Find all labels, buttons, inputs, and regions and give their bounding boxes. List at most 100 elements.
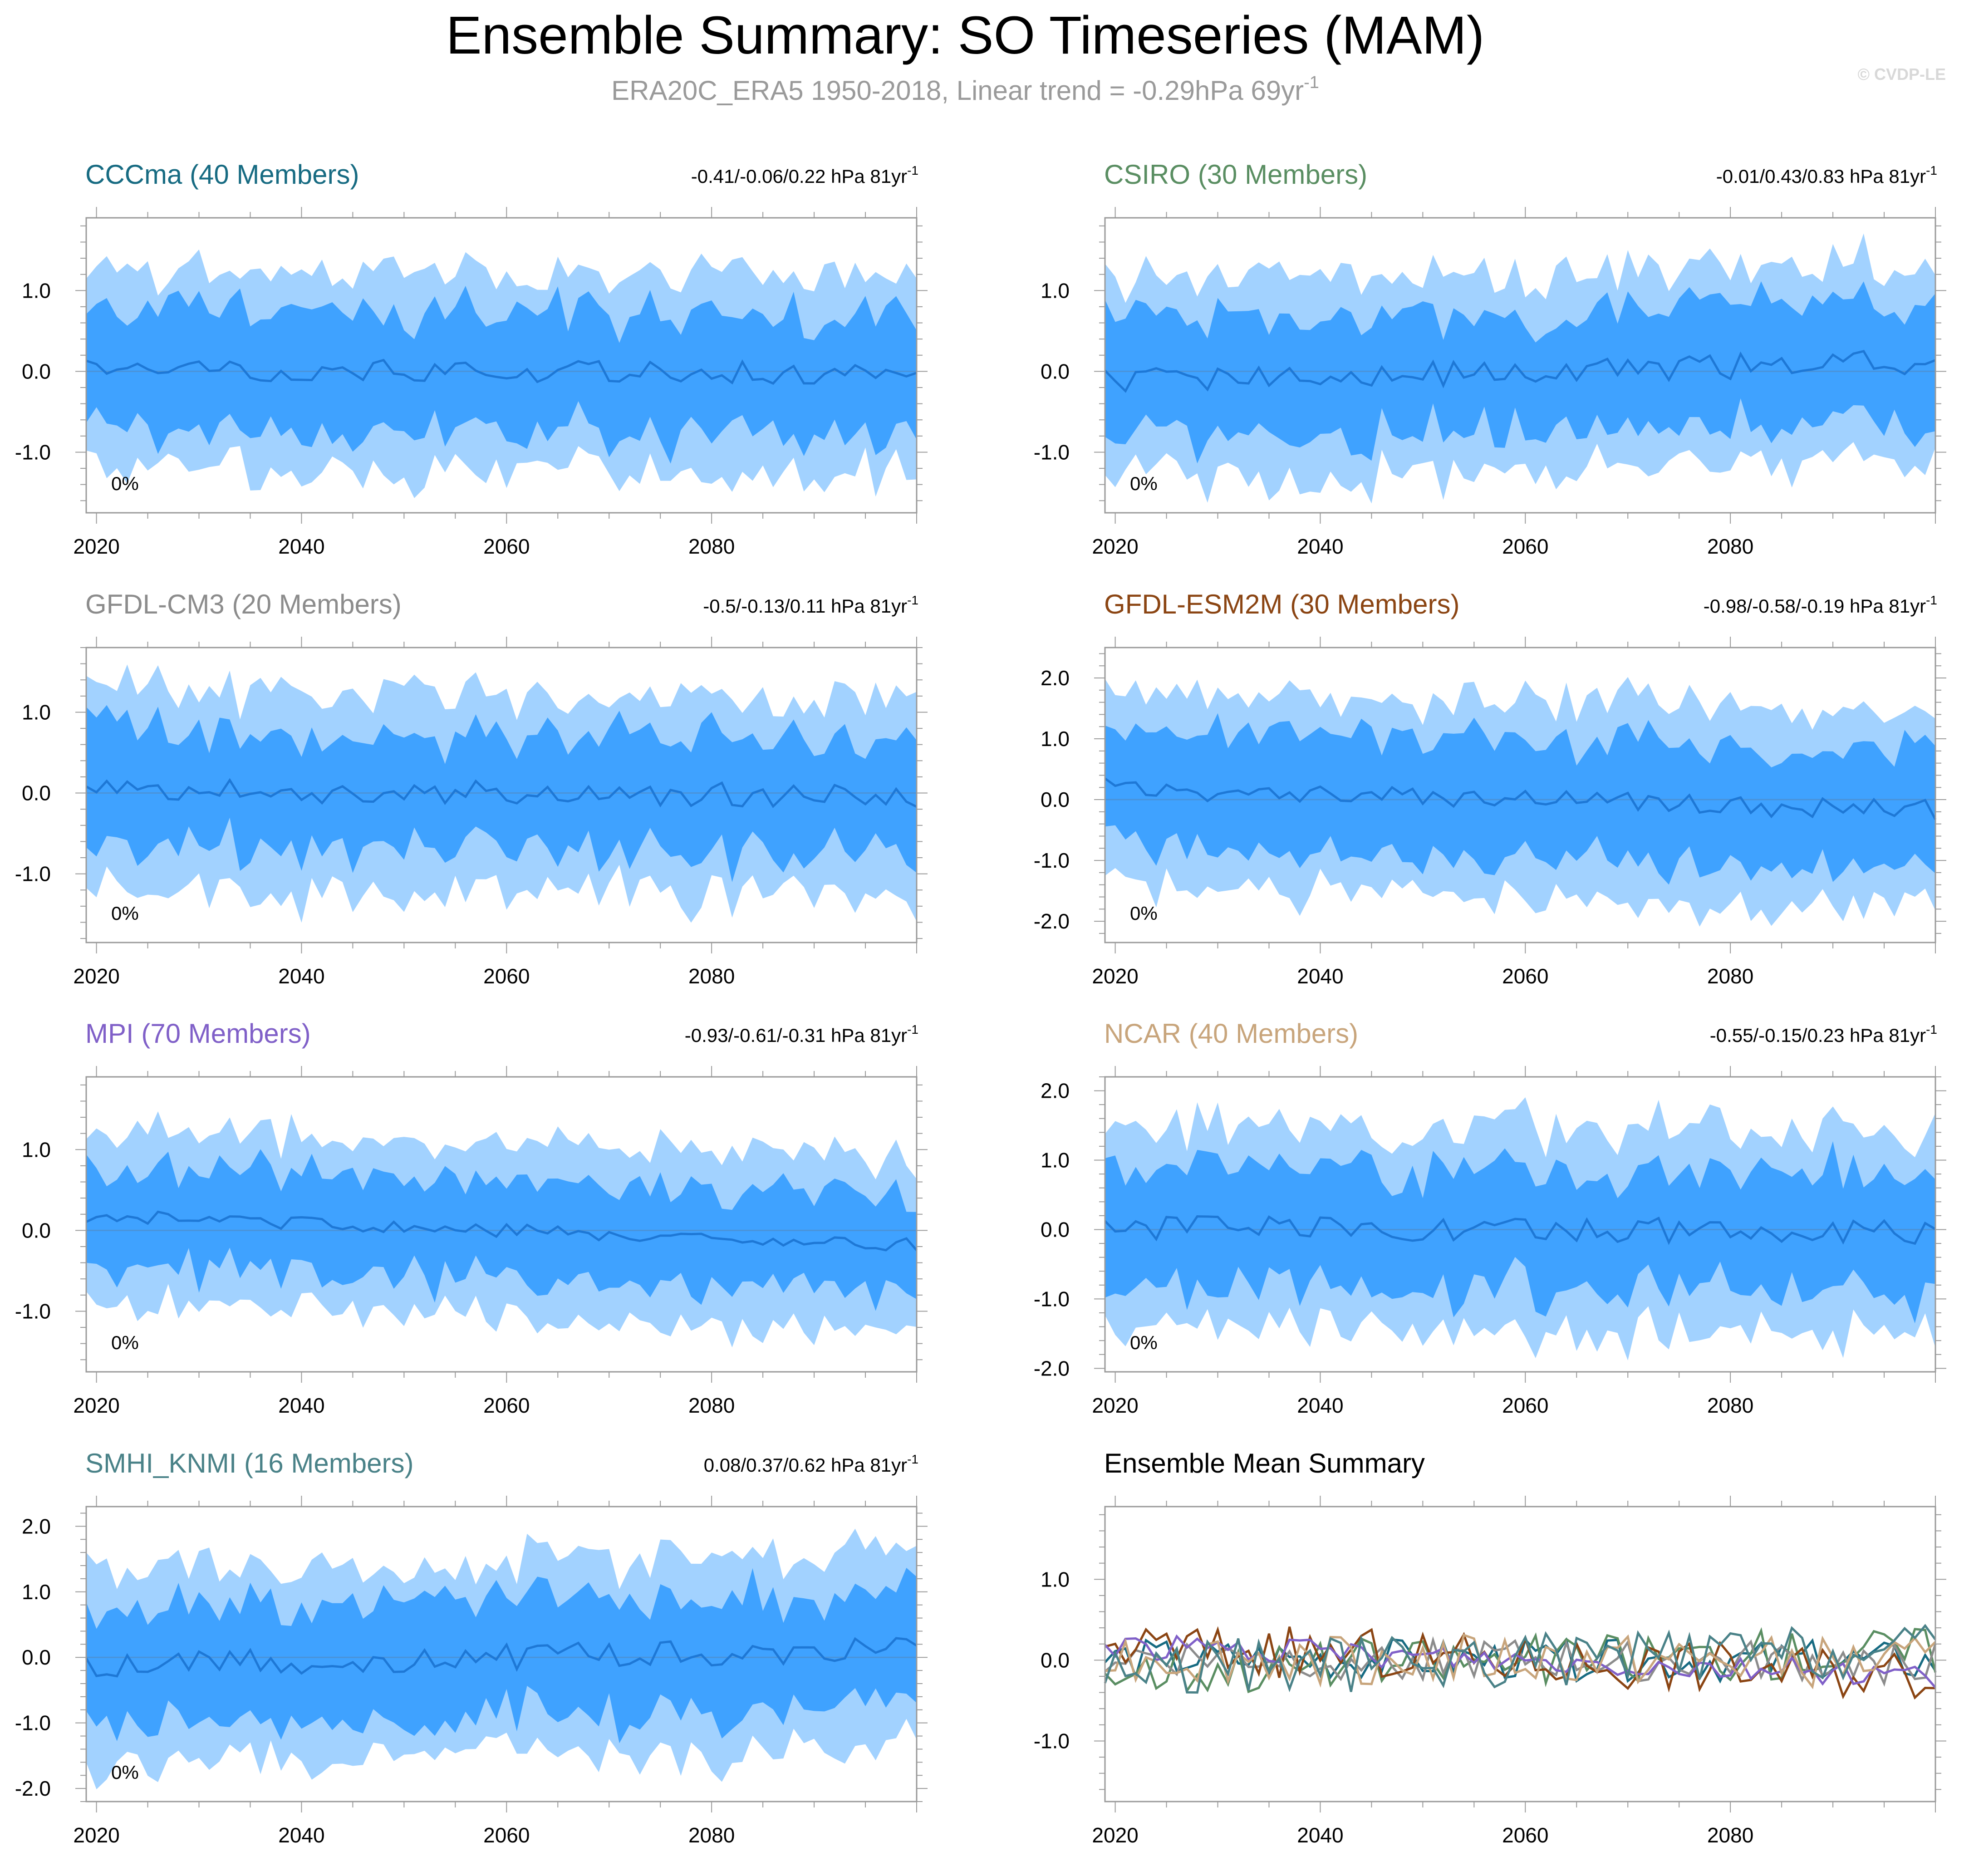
x-tick-label: 2020 xyxy=(73,1823,119,1847)
panel-csiro: CSIRO (30 Members) -0.01/0.43/0.83 hPa 81… xyxy=(1034,159,1946,558)
x-tick-label: 2060 xyxy=(1502,535,1548,558)
trend-label: -0.01/0.43/0.83 hPa 81yr-1 xyxy=(1716,163,1937,187)
x-tick-label: 2040 xyxy=(1297,1394,1343,1417)
panel-title: Ensemble Mean Summary xyxy=(1104,1448,1425,1478)
plot-frame xyxy=(1104,1076,1936,1373)
trend-label: 0.08/0.37/0.62 hPa 81yr-1 xyxy=(704,1452,918,1476)
panel-title: SMHI_KNMI (16 Members) xyxy=(85,1448,413,1478)
panel-title: NCAR (40 Members) xyxy=(1104,1018,1358,1049)
series-line-gfdl-esm2m xyxy=(1105,1626,1936,1700)
x-tick-label: 2020 xyxy=(1092,1394,1138,1417)
trend-label: -0.41/-0.06/0.22 hPa 81yr-1 xyxy=(691,163,918,187)
x-tick-label: 2040 xyxy=(1297,964,1343,988)
y-tick-label: 0.0 xyxy=(1041,1218,1070,1241)
percent-label: 0% xyxy=(1130,473,1158,494)
plot-frame xyxy=(1104,1506,1936,1802)
x-tick-label: 2060 xyxy=(1502,964,1548,988)
x-tick-label: 2020 xyxy=(73,535,119,558)
x-tick-label: 2020 xyxy=(73,1394,119,1417)
y-tick-label: -1.0 xyxy=(1034,1287,1070,1311)
series-line-mpi xyxy=(1104,1634,1936,1689)
inner-range-band xyxy=(86,1567,917,1743)
plot-frame xyxy=(85,647,918,943)
figure-title: Ensemble Summary: SO Timeseries (MAM) xyxy=(446,5,1484,65)
y-tick-label: 0.0 xyxy=(22,359,51,383)
series-line-smhi_knmi xyxy=(1104,1624,1937,1694)
x-tick-label: 2080 xyxy=(688,1394,735,1417)
percent-label: 0% xyxy=(111,473,139,494)
x-tick-label: 2060 xyxy=(483,1394,530,1417)
panel-ensemble: Ensemble Mean Summary 1.0 0.0 -1.0 2020 2040 2… xyxy=(1034,1448,1946,1847)
y-tick-label: 1.0 xyxy=(22,279,51,302)
x-tick-label: 2020 xyxy=(1092,535,1138,558)
panel-ncar: NCAR (40 Members) -0.55/-0.15/0.23 hPa 81… xyxy=(1034,1018,1946,1417)
ensemble-mean-line xyxy=(1104,777,1937,820)
y-tick-label: 1.0 xyxy=(1041,1149,1070,1172)
ensemble-mean-line xyxy=(85,1210,918,1252)
inner-range-band xyxy=(1105,713,1935,885)
percent-label: 0% xyxy=(1130,1332,1158,1353)
watermark: © CVDP-LE xyxy=(1857,65,1946,83)
panel-title: MPI (70 Members) xyxy=(85,1018,311,1049)
x-tick-label: 2080 xyxy=(688,1823,735,1847)
panel-gfdl-cm3: GFDL-CM3 (20 Members) -0.5/-0.13/0.11 hPa… xyxy=(15,589,928,988)
y-tick-label: 0.0 xyxy=(22,1645,51,1669)
y-tick-label: 0.0 xyxy=(22,781,51,805)
panel-title: CCCma (40 Members) xyxy=(85,159,359,190)
panel-title: GFDL-CM3 (20 Members) xyxy=(85,589,402,619)
x-tick-label: 2040 xyxy=(278,1823,324,1847)
x-tick-label: 2040 xyxy=(1297,535,1343,558)
panels: CCCma (40 Members) -0.41/-0.06/0.22 hPa 8… xyxy=(15,159,1946,1847)
plot-frame xyxy=(85,1506,918,1802)
ensemble-mean-line xyxy=(1104,1215,1936,1245)
trend-label: -0.55/-0.15/0.23 hPa 81yr-1 xyxy=(1710,1022,1937,1046)
y-tick-label: -2.0 xyxy=(15,1777,51,1800)
panel-title: GFDL-ESM2M (30 Members) xyxy=(1104,589,1459,619)
y-tick-label: -1.0 xyxy=(15,440,51,464)
ensemble-mean-line xyxy=(1104,350,1936,393)
y-tick-label: -2.0 xyxy=(1034,909,1070,933)
y-tick-label: 1.0 xyxy=(22,1138,51,1161)
trend-label: -0.5/-0.13/0.11 hPa 81yr-1 xyxy=(703,593,918,617)
plot-frame xyxy=(1104,217,1936,514)
y-tick-label: 1.0 xyxy=(1041,279,1070,302)
plot-frame xyxy=(85,1076,918,1373)
x-tick-label: 2040 xyxy=(278,1394,324,1417)
x-tick-label: 2040 xyxy=(278,964,324,988)
percent-label: 0% xyxy=(1130,903,1158,924)
x-tick-label: 2080 xyxy=(1707,1394,1753,1417)
panel-cccma: CCCma (40 Members) -0.41/-0.06/0.22 hPa 8… xyxy=(15,159,928,558)
figure-subtitle: ERA20C_ERA5 1950-2018, Linear trend = -0… xyxy=(611,73,1319,106)
y-tick-label: 2.0 xyxy=(1041,666,1070,690)
y-tick-label: -1.0 xyxy=(15,1299,51,1323)
y-tick-label: -1.0 xyxy=(15,1711,51,1735)
panel-title: CSIRO (30 Members) xyxy=(1104,159,1367,190)
y-tick-label: 1.0 xyxy=(1041,727,1070,751)
ensemble-mean-line xyxy=(86,359,917,385)
y-tick-label: -1.0 xyxy=(1034,849,1070,872)
plot-frame xyxy=(85,217,918,514)
y-tick-label: 0.0 xyxy=(1041,788,1070,811)
x-tick-label: 2060 xyxy=(1502,1394,1548,1417)
x-tick-label: 2080 xyxy=(688,535,735,558)
ensemble-mean-line xyxy=(85,1637,918,1678)
x-tick-label: 2040 xyxy=(278,535,324,558)
percent-label: 0% xyxy=(111,1332,139,1353)
y-tick-label: 0.0 xyxy=(1041,1648,1070,1672)
x-tick-label: 2020 xyxy=(73,964,119,988)
y-tick-label: -2.0 xyxy=(1034,1356,1070,1380)
y-tick-label: -1.0 xyxy=(1034,1729,1070,1753)
x-tick-label: 2080 xyxy=(1707,964,1753,988)
x-tick-label: 2020 xyxy=(1092,964,1138,988)
y-tick-label: -1.0 xyxy=(1034,440,1070,464)
y-tick-label: 1.0 xyxy=(22,1580,51,1604)
x-tick-label: 2040 xyxy=(1297,1823,1343,1847)
trend-label: -0.93/-0.61/-0.31 hPa 81yr-1 xyxy=(685,1022,918,1046)
inner-range-band xyxy=(86,285,917,464)
x-tick-label: 2080 xyxy=(1707,1823,1753,1847)
x-tick-label: 2060 xyxy=(483,535,530,558)
y-tick-label: 2.0 xyxy=(22,1514,51,1538)
y-tick-label: 1.0 xyxy=(22,700,51,724)
x-tick-label: 2080 xyxy=(688,964,735,988)
